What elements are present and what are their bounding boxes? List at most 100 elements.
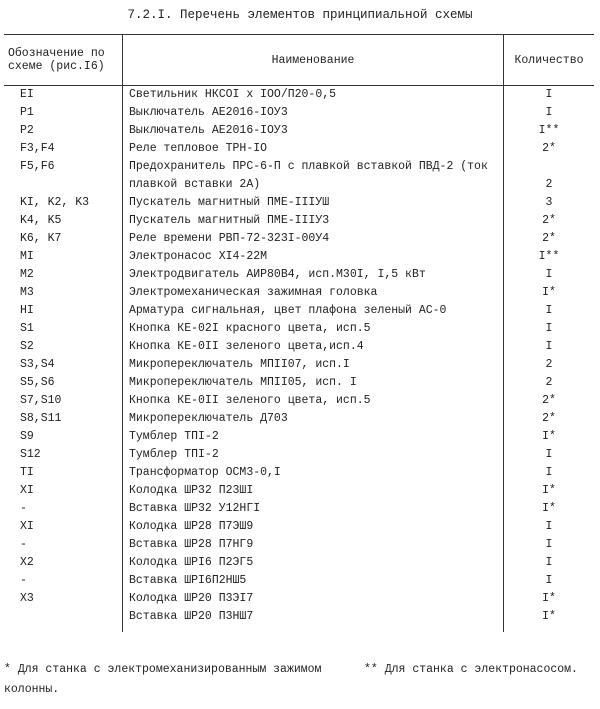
name-cell: Микропереключатель Д703: [122, 410, 504, 428]
name-cell: Реле тепловое ТРН-IO: [122, 140, 504, 158]
quantity-cell: I**: [503, 122, 594, 140]
designation-cell: XI: [20, 484, 34, 497]
table-row: M2 Электродвигатель АИР80В4, исп.М30I, I,…: [4, 266, 594, 284]
table-row: M3 Электромеханическая зажимная головка I*: [4, 284, 594, 302]
designation-cell: M3: [20, 286, 34, 299]
designation-cell: S8,S11: [20, 412, 62, 425]
quantity-cell: I*: [503, 428, 594, 446]
quantity-cell: 2*: [503, 140, 594, 158]
designation-cell: S7,S10: [20, 394, 62, 407]
name-cell: Реле времени РВП-72-323I-00У4: [122, 230, 504, 248]
table-row: XI Колодка ШР28 П7ЭШ9 I: [4, 518, 594, 536]
designation-cell: X2: [20, 556, 34, 569]
name-cell: Светильник НКСОI x IOO/П20-0,5: [122, 85, 504, 104]
quantity-cell: 2*: [503, 212, 594, 230]
header-cell: Количество: [503, 34, 594, 86]
designation-cell: -: [20, 538, 27, 551]
name-cell: Микропереключатель МПII05, исп. I: [122, 374, 504, 392]
quantity-cell: I: [503, 446, 594, 464]
table-row: S12 Тумблер ТПI-2 I: [4, 446, 594, 464]
designation-cell: HI: [20, 304, 34, 317]
footnote-mark: **: [364, 663, 378, 676]
quantity-cell: 2: [503, 374, 594, 392]
name-cell: Вставка ШР20 П3НШ7: [122, 608, 504, 632]
designation-cell: S1: [20, 322, 34, 335]
designation-cell: [4, 608, 123, 632]
name-cell: Кнопка КЕ-0II зеленого цвета,исп.4: [122, 338, 504, 356]
quantity-cell: I: [503, 518, 594, 536]
name-cell: Вставка ШР28 П7НГ9: [122, 536, 504, 554]
designation-cell: F5,F6: [20, 160, 55, 173]
name-cell: Тумблер ТПI-2: [122, 446, 504, 464]
quantity-cell: I*: [503, 284, 594, 302]
quantity-cell: I*: [503, 608, 594, 632]
table-row: - Вставка ШР32 У12НГI I*: [4, 500, 594, 518]
name-cell: Арматура сигнальная, цвет плафона зелены…: [122, 302, 504, 320]
name-cell: Трансформатор ОСМ3-0,I: [122, 464, 504, 482]
table-row: P2 Выключатель АЕ2016-IОУ3 I**: [4, 122, 594, 140]
header-row: Обозначение по схеме (рис.I6) Наименован…: [4, 34, 594, 86]
designation-cell: P1: [20, 106, 34, 119]
name-cell: Выключатель АЕ2016-IОУ3: [122, 104, 504, 122]
footnote-mark: *: [4, 663, 11, 676]
name-cell: Вставка ШРI6П2НШ5: [122, 572, 504, 590]
footnote: ** Для станка с электронасосом.: [364, 660, 594, 700]
name-cell: Колодка ШР28 П7ЭШ9: [122, 518, 504, 536]
table-row: S2 Кнопка КЕ-0II зеленого цвета,исп.4 I: [4, 338, 594, 356]
quantity-cell: 2: [503, 158, 594, 194]
quantity-cell: 2: [503, 356, 594, 374]
table-row: HI Арматура сигнальная, цвет плафона зеле…: [4, 302, 594, 320]
quantity-cell: I**: [503, 248, 594, 266]
table-row: K4, K5 Пускатель магнитный ПМЕ-IIIУ3 2*: [4, 212, 594, 230]
quantity-cell: I: [503, 320, 594, 338]
quantity-cell: 2*: [503, 392, 594, 410]
name-cell: Электродвигатель АИР80В4, исп.М30I, I,5 …: [122, 266, 504, 284]
table-row: KI, K2, K3 Пускатель магнитный ПМЕ-IIIУШ 3: [4, 194, 594, 212]
designation-cell: EI: [20, 88, 34, 101]
table-row: - Вставка ШР28 П7НГ9 I: [4, 536, 594, 554]
designation-cell: S2: [20, 340, 34, 353]
name-cell: Кнопка КЕ-0II зеленого цвета, исп.5: [122, 392, 504, 410]
designation-cell: -: [20, 574, 27, 587]
table-row: XI Колодка ШР32 П23ШI I*: [4, 482, 594, 500]
name-cell: Колодка ШР32 П23ШI: [122, 482, 504, 500]
footnote-text: Для станка с электромеханизированным заж…: [4, 663, 322, 696]
name-cell: Электромеханическая зажимная головка: [122, 284, 504, 302]
quantity-cell: I: [503, 302, 594, 320]
designation-cell: S5,S6: [20, 376, 55, 389]
table-header: Обозначение по схеме (рис.I6) Наименован…: [4, 34, 594, 86]
table-row: X2 Колодка ШРI6 П2ЭГ5 I: [4, 554, 594, 572]
table-body: EI Светильник НКСОI x IOO/П20-0,5 I P1 Выклю…: [4, 85, 594, 632]
designation-cell: TI: [20, 466, 34, 479]
designation-cell: K6, K7: [20, 232, 62, 245]
designation-cell: S12: [20, 448, 41, 461]
designation-cell: -: [20, 502, 27, 515]
header-cell: Обозначение по схеме (рис.I6): [4, 34, 123, 86]
header-cell: Наименование: [122, 34, 504, 86]
title: 7.2.I. Перечень элементов принципиальной…: [127, 8, 473, 22]
table-row: F5,F6 Предохранитель ПРС-6-П с плавкой вс…: [4, 158, 594, 194]
designation-cell: X3: [20, 592, 34, 605]
footnotes: * Для станка с электромеханизированным з…: [4, 660, 594, 700]
name-cell: Кнопка КЕ-02I красного цвета, исп.5: [122, 320, 504, 338]
name-cell: Колодка ШРI6 П2ЭГ5: [122, 554, 504, 572]
table-row: EI Светильник НКСОI x IOO/П20-0,5 I: [4, 85, 594, 104]
quantity-cell: 2*: [503, 230, 594, 248]
quantity-cell: I: [503, 85, 594, 104]
name-cell: Пускатель магнитный ПМЕ-IIIУШ: [122, 194, 504, 212]
quantity-cell: I: [503, 338, 594, 356]
quantity-cell: I*: [503, 482, 594, 500]
quantity-cell: I: [503, 104, 594, 122]
name-cell: Колодка ШР20 П3ЭI7: [122, 590, 504, 608]
quantity-cell: I: [503, 266, 594, 284]
quantity-cell: 3: [503, 194, 594, 212]
table-row: S9 Тумблер ТПI-2 I*: [4, 428, 594, 446]
designation-cell: F3,F4: [20, 142, 55, 155]
name-cell: Тумблер ТПI-2: [122, 428, 504, 446]
designation-cell: S3,S4: [20, 358, 55, 371]
table-row: S8,S11 Микропереключатель Д703 2*: [4, 410, 594, 428]
footnote-text: Для станка с электронасосом.: [384, 663, 578, 676]
name-cell: Пускатель магнитный ПМЕ-IIIУ3: [122, 212, 504, 230]
designation-cell: MI: [20, 250, 34, 263]
